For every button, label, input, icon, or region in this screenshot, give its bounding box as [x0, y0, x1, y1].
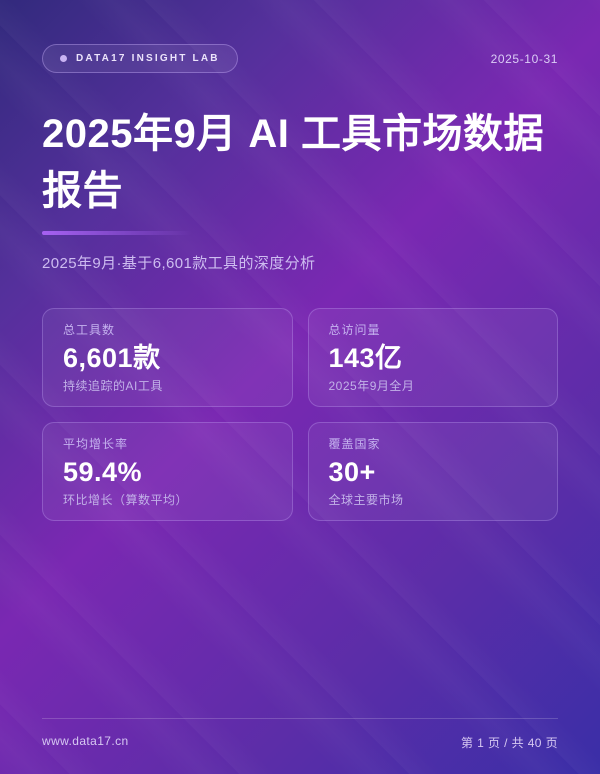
page-subtitle: 2025年9月·基于6,601款工具的深度分析: [42, 255, 316, 272]
stat-card-total-visits: 总访问量 143亿 2025年9月全月: [307, 308, 558, 407]
stat-value: 6,601款: [63, 343, 161, 373]
report-date: 2025-10-31: [490, 51, 558, 66]
stat-card-avg-growth: 平均增长率 59.4% 环比增长（算数平均）: [42, 422, 293, 521]
stat-subtext: 环比增长（算数平均）: [63, 493, 189, 507]
stat-subtext: 2025年9月全月: [328, 379, 415, 393]
accent-divider: [42, 231, 192, 235]
brand-badge: DATA17 INSIGHT LAB: [42, 44, 238, 73]
page-title: 2025年9月 AI 工具市场数据报告: [42, 112, 544, 213]
stat-subtext: 全球主要市场: [328, 493, 404, 507]
stat-value: 143亿: [328, 343, 403, 373]
stat-value: 30+: [328, 457, 376, 487]
stat-label: 总访问量: [328, 323, 381, 337]
stat-label: 总工具数: [63, 323, 116, 337]
badge-dot-icon: [60, 55, 67, 62]
stat-card-countries: 覆盖国家 30+ 全球主要市场: [307, 422, 558, 521]
page-footer: www.data17.cn 第 1 页 / 共 40 页: [42, 718, 558, 774]
brand-badge-label: DATA17 INSIGHT LAB: [76, 53, 220, 64]
stat-label: 平均增长率: [63, 437, 129, 451]
footer-page-number: 第 1 页 / 共 40 页: [461, 736, 558, 750]
stat-label: 覆盖国家: [328, 437, 381, 451]
stat-card-total-tools: 总工具数 6,601款 持续追踪的AI工具: [42, 308, 293, 407]
stats-grid: 总工具数 6,601款 持续追踪的AI工具 总访问量 143亿 2025年9月全…: [42, 308, 558, 521]
stat-value: 59.4%: [63, 457, 143, 487]
top-bar: DATA17 INSIGHT LAB 2025-10-31: [42, 44, 558, 73]
footer-site-url: www.data17.cn: [42, 734, 129, 748]
stat-subtext: 持续追踪的AI工具: [63, 379, 163, 393]
